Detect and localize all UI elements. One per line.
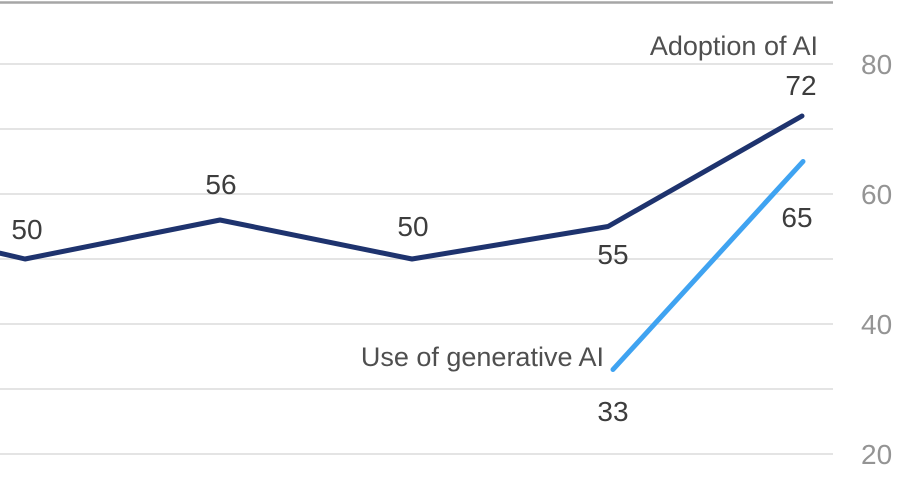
series-line-use-of-generative-ai (610, 159, 806, 372)
axis-tick-label: 40 (861, 309, 892, 340)
data-label: 33 (597, 396, 628, 427)
data-label: 56 (205, 169, 236, 200)
axis-tick-label: 60 (861, 179, 892, 210)
data-label: 65 (781, 202, 812, 233)
axis-tick-label: 80 (861, 49, 892, 80)
axis-tick-label: 20 (861, 439, 892, 470)
data-label: 55 (597, 239, 628, 270)
series-label: Use of generative AI (361, 342, 604, 372)
data-label: 50 (397, 211, 428, 242)
series-line-adoption-of-ai (0, 113, 805, 262)
data-label: 72 (785, 70, 816, 101)
data-label: 50 (11, 214, 42, 245)
series-label: Adoption of AI (650, 31, 818, 61)
